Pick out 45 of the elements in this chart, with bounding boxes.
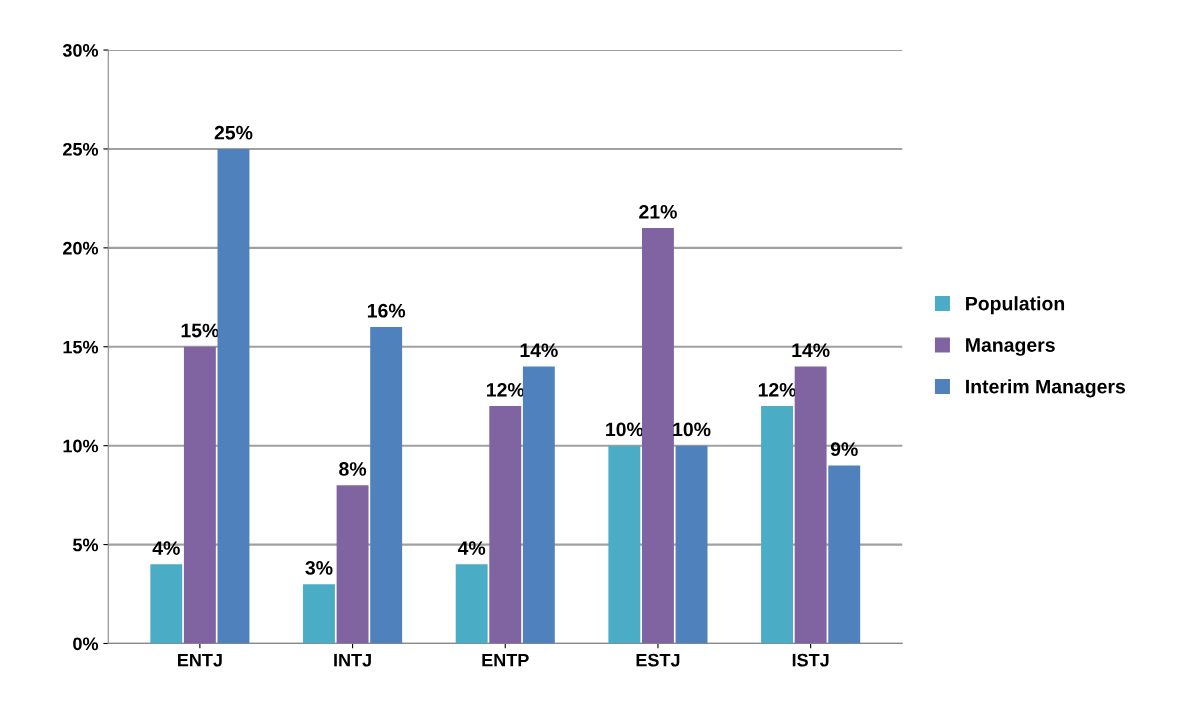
- bar: [522, 366, 555, 644]
- data-label: 25%: [214, 125, 253, 140]
- bar: [303, 584, 335, 644]
- bar: [217, 148, 250, 644]
- bar: [489, 406, 522, 644]
- data-label: 12%: [758, 382, 796, 397]
- x-tick-label: ISTJ: [792, 653, 829, 667]
- legend-label: Interim Managers: [966, 379, 1125, 398]
- bar: [608, 445, 641, 644]
- legend-label: Managers: [966, 338, 1055, 356]
- data-label: 4%: [457, 541, 486, 555]
- bar: [455, 564, 488, 644]
- y-tick-label: 25%: [63, 142, 99, 156]
- y-tick-label: 15%: [63, 340, 99, 354]
- y-tick-label: 20%: [63, 241, 99, 255]
- bar: [336, 485, 369, 644]
- data-label: 10%: [673, 422, 711, 437]
- y-tick-label: 5%: [73, 538, 99, 552]
- x-tick-label: ENTJ: [178, 653, 222, 667]
- bar: [828, 465, 861, 644]
- x-tick-label: ESTJ: [636, 653, 680, 667]
- x-tick-label: INTJ: [334, 653, 371, 667]
- bar: [370, 326, 403, 644]
- data-label: 9%: [830, 442, 858, 457]
- data-label: 8%: [339, 462, 367, 476]
- bar: [794, 366, 827, 644]
- y-tick-label: 10%: [63, 439, 99, 453]
- bar: [150, 564, 183, 644]
- data-label: 4%: [152, 541, 180, 555]
- data-label: 12%: [487, 382, 525, 397]
- data-label: 14%: [792, 343, 830, 358]
- bar: [641, 228, 674, 644]
- data-label: 10%: [606, 422, 644, 437]
- y-tick-label: 30%: [62, 43, 99, 57]
- bar: [183, 346, 216, 644]
- y-tick-label: 0%: [73, 637, 99, 651]
- bar: [761, 406, 793, 644]
- data-label: 3%: [305, 560, 333, 575]
- legend-label: Population: [966, 296, 1065, 315]
- bar: [675, 445, 708, 644]
- data-label: 16%: [367, 303, 406, 318]
- x-tick-label: ENTP: [482, 653, 529, 667]
- data-label: 14%: [520, 343, 558, 358]
- data-label: 15%: [181, 323, 219, 338]
- data-label: 21%: [639, 204, 677, 219]
